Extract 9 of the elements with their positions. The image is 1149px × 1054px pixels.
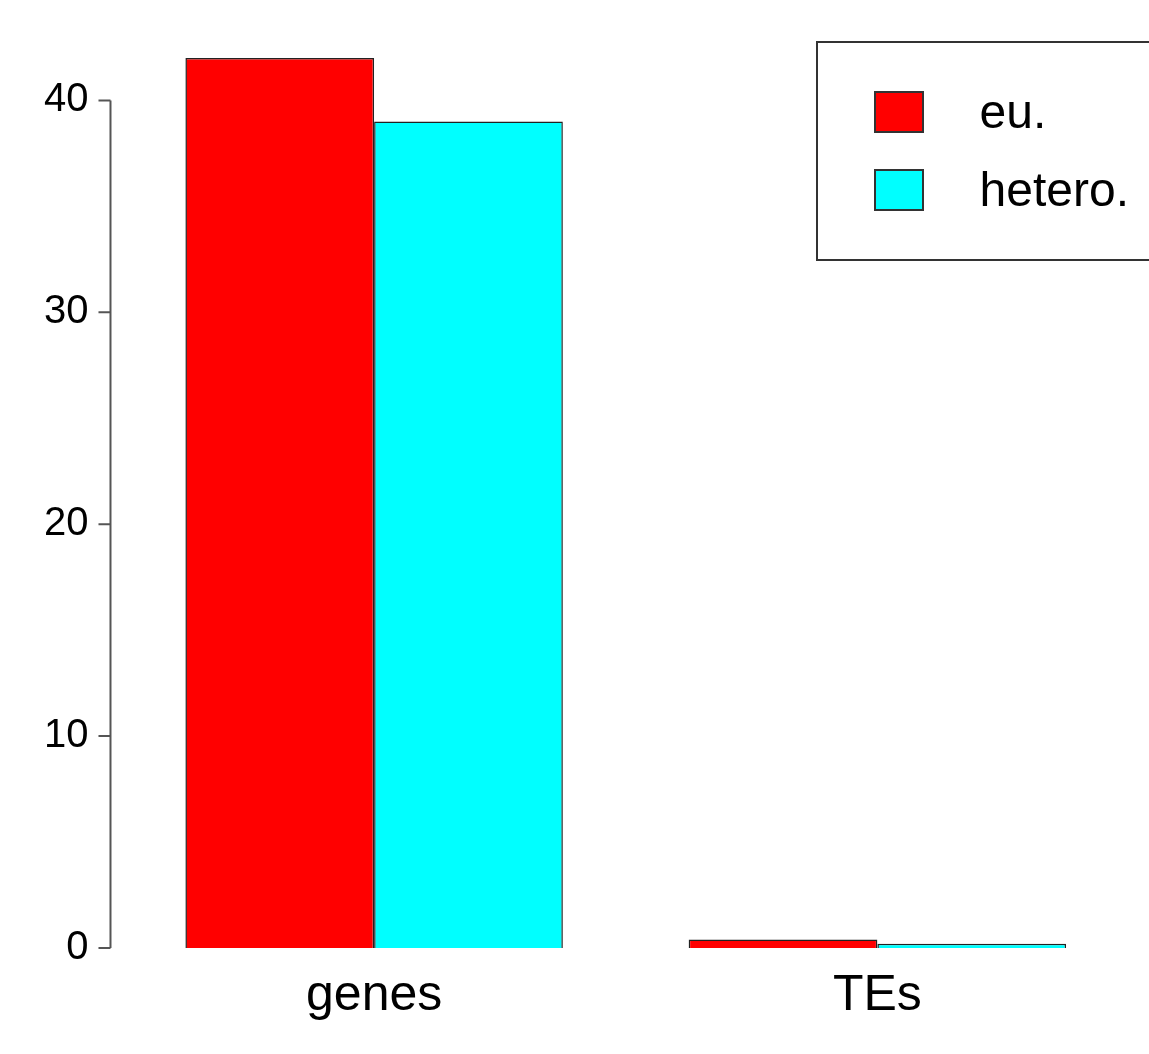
legend-label: eu.: [979, 84, 1047, 140]
y-tick-label: 30: [43, 287, 89, 332]
y-tick-label: 40: [43, 75, 89, 120]
y-tick-label: 10: [43, 711, 89, 756]
x-tick-label: TEs: [832, 964, 922, 1021]
y-tick-label: 0: [66, 923, 89, 968]
x-tick-label: genes: [306, 964, 443, 1021]
legend-label: hetero.: [979, 162, 1129, 218]
y-tick-label: 20: [43, 499, 89, 544]
